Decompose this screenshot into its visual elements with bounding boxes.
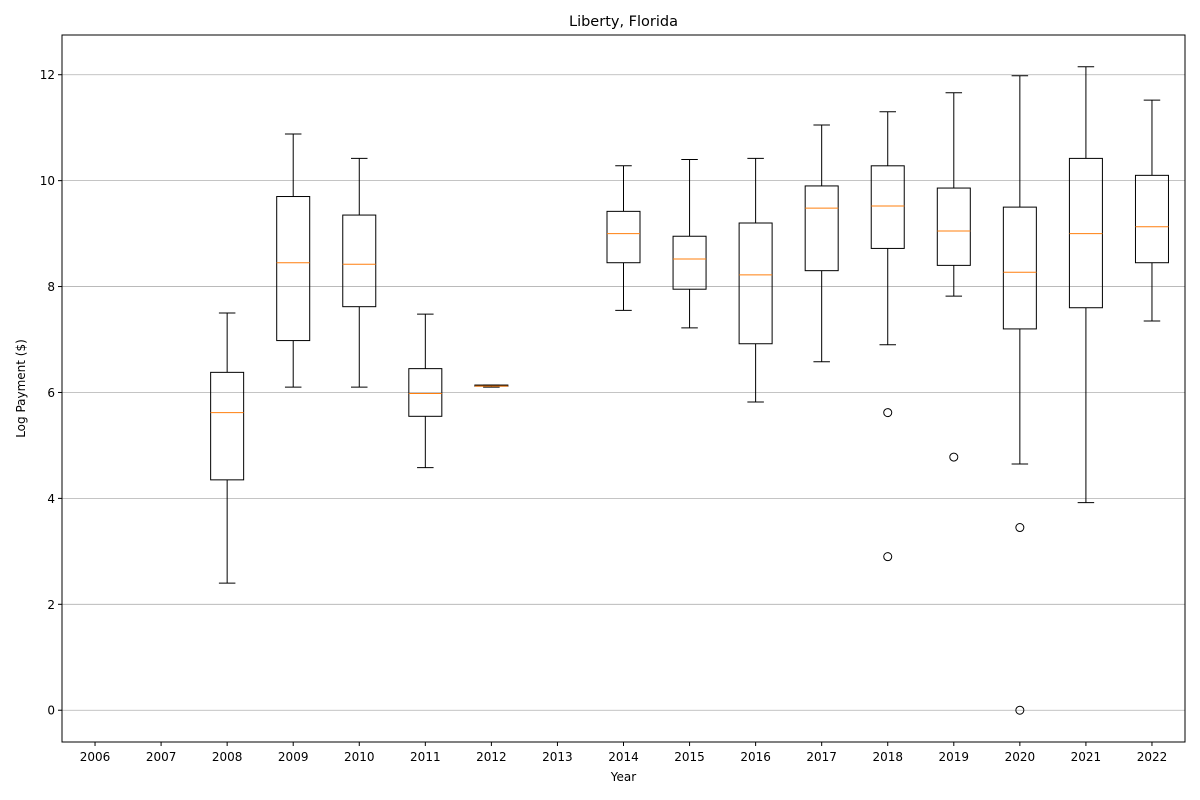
x-axis-ticks: 2006 2007 2008 2009 2010 2011 2012 2013 2014 2015…: [80, 742, 1167, 764]
iqr-box: [1068, 157, 1103, 309]
iqr-box: [276, 196, 311, 342]
x-tick-label: 2013: [542, 750, 573, 764]
x-tick-label: 2009: [278, 750, 309, 764]
x-tick-label: 2012: [476, 750, 507, 764]
x-tick-label: 2022: [1137, 750, 1168, 764]
iqr-box: [1002, 206, 1037, 330]
iqr-box: [804, 185, 839, 272]
iqr-box: [606, 210, 641, 264]
y-tick-label: 2: [47, 598, 55, 612]
iqr-box: [936, 187, 971, 266]
x-tick-label: 2007: [146, 750, 177, 764]
box-2022: [1134, 99, 1169, 322]
x-tick-label: 2006: [80, 750, 111, 764]
x-tick-label: 2010: [344, 750, 375, 764]
y-tick-label: 0: [47, 704, 55, 718]
x-tick-label: 2008: [212, 750, 243, 764]
box-2016: [738, 157, 773, 403]
box-2015: [672, 158, 707, 329]
box-2008: [210, 312, 245, 584]
box-2017: [804, 124, 839, 363]
x-tick-label: 2011: [410, 750, 441, 764]
y-tick-label: 8: [47, 280, 55, 294]
box-2012: [474, 384, 509, 388]
x-tick-label: 2016: [740, 750, 771, 764]
iqr-box: [870, 165, 905, 249]
x-tick-label: 2020: [1005, 750, 1036, 764]
iqr-box: [1134, 174, 1169, 264]
box-2011: [408, 313, 443, 469]
iqr-box: [342, 214, 377, 308]
outlier-point: [1015, 523, 1025, 533]
iqr-box: [408, 368, 443, 417]
box-2019: [936, 92, 971, 462]
box-2018: [870, 111, 905, 562]
box-2020: [1002, 75, 1037, 715]
chart-title: Liberty, Florida: [569, 14, 678, 30]
y-tick-label: 12: [40, 68, 55, 82]
x-tick-label: 2019: [939, 750, 970, 764]
x-tick-label: 2017: [806, 750, 837, 764]
y-axis-ticks: 0 2 4 6 8 10 12: [40, 68, 62, 718]
iqr-box: [672, 235, 707, 290]
y-axis-label: Log Payment ($): [14, 339, 28, 438]
iqr-box: [738, 222, 773, 345]
x-axis-label: Year: [610, 770, 636, 784]
x-tick-label: 2021: [1071, 750, 1102, 764]
plot-area-frame: [61, 34, 1186, 743]
outlier-point: [949, 452, 959, 462]
x-tick-label: 2015: [674, 750, 705, 764]
box-2014: [606, 165, 641, 311]
box-2010: [342, 157, 377, 388]
y-tick-label: 6: [47, 386, 55, 400]
box-2021: [1068, 66, 1103, 504]
boxes: [210, 66, 1169, 715]
x-tick-label: 2014: [608, 750, 639, 764]
iqr-box: [210, 371, 245, 481]
y-tick-label: 10: [40, 174, 55, 188]
outlier-point: [1015, 705, 1025, 715]
x-tick-label: 2018: [872, 750, 903, 764]
y-tick-label: 4: [47, 492, 55, 506]
outlier-point: [883, 408, 893, 418]
box-2009: [276, 133, 311, 388]
outlier-point: [883, 552, 893, 562]
